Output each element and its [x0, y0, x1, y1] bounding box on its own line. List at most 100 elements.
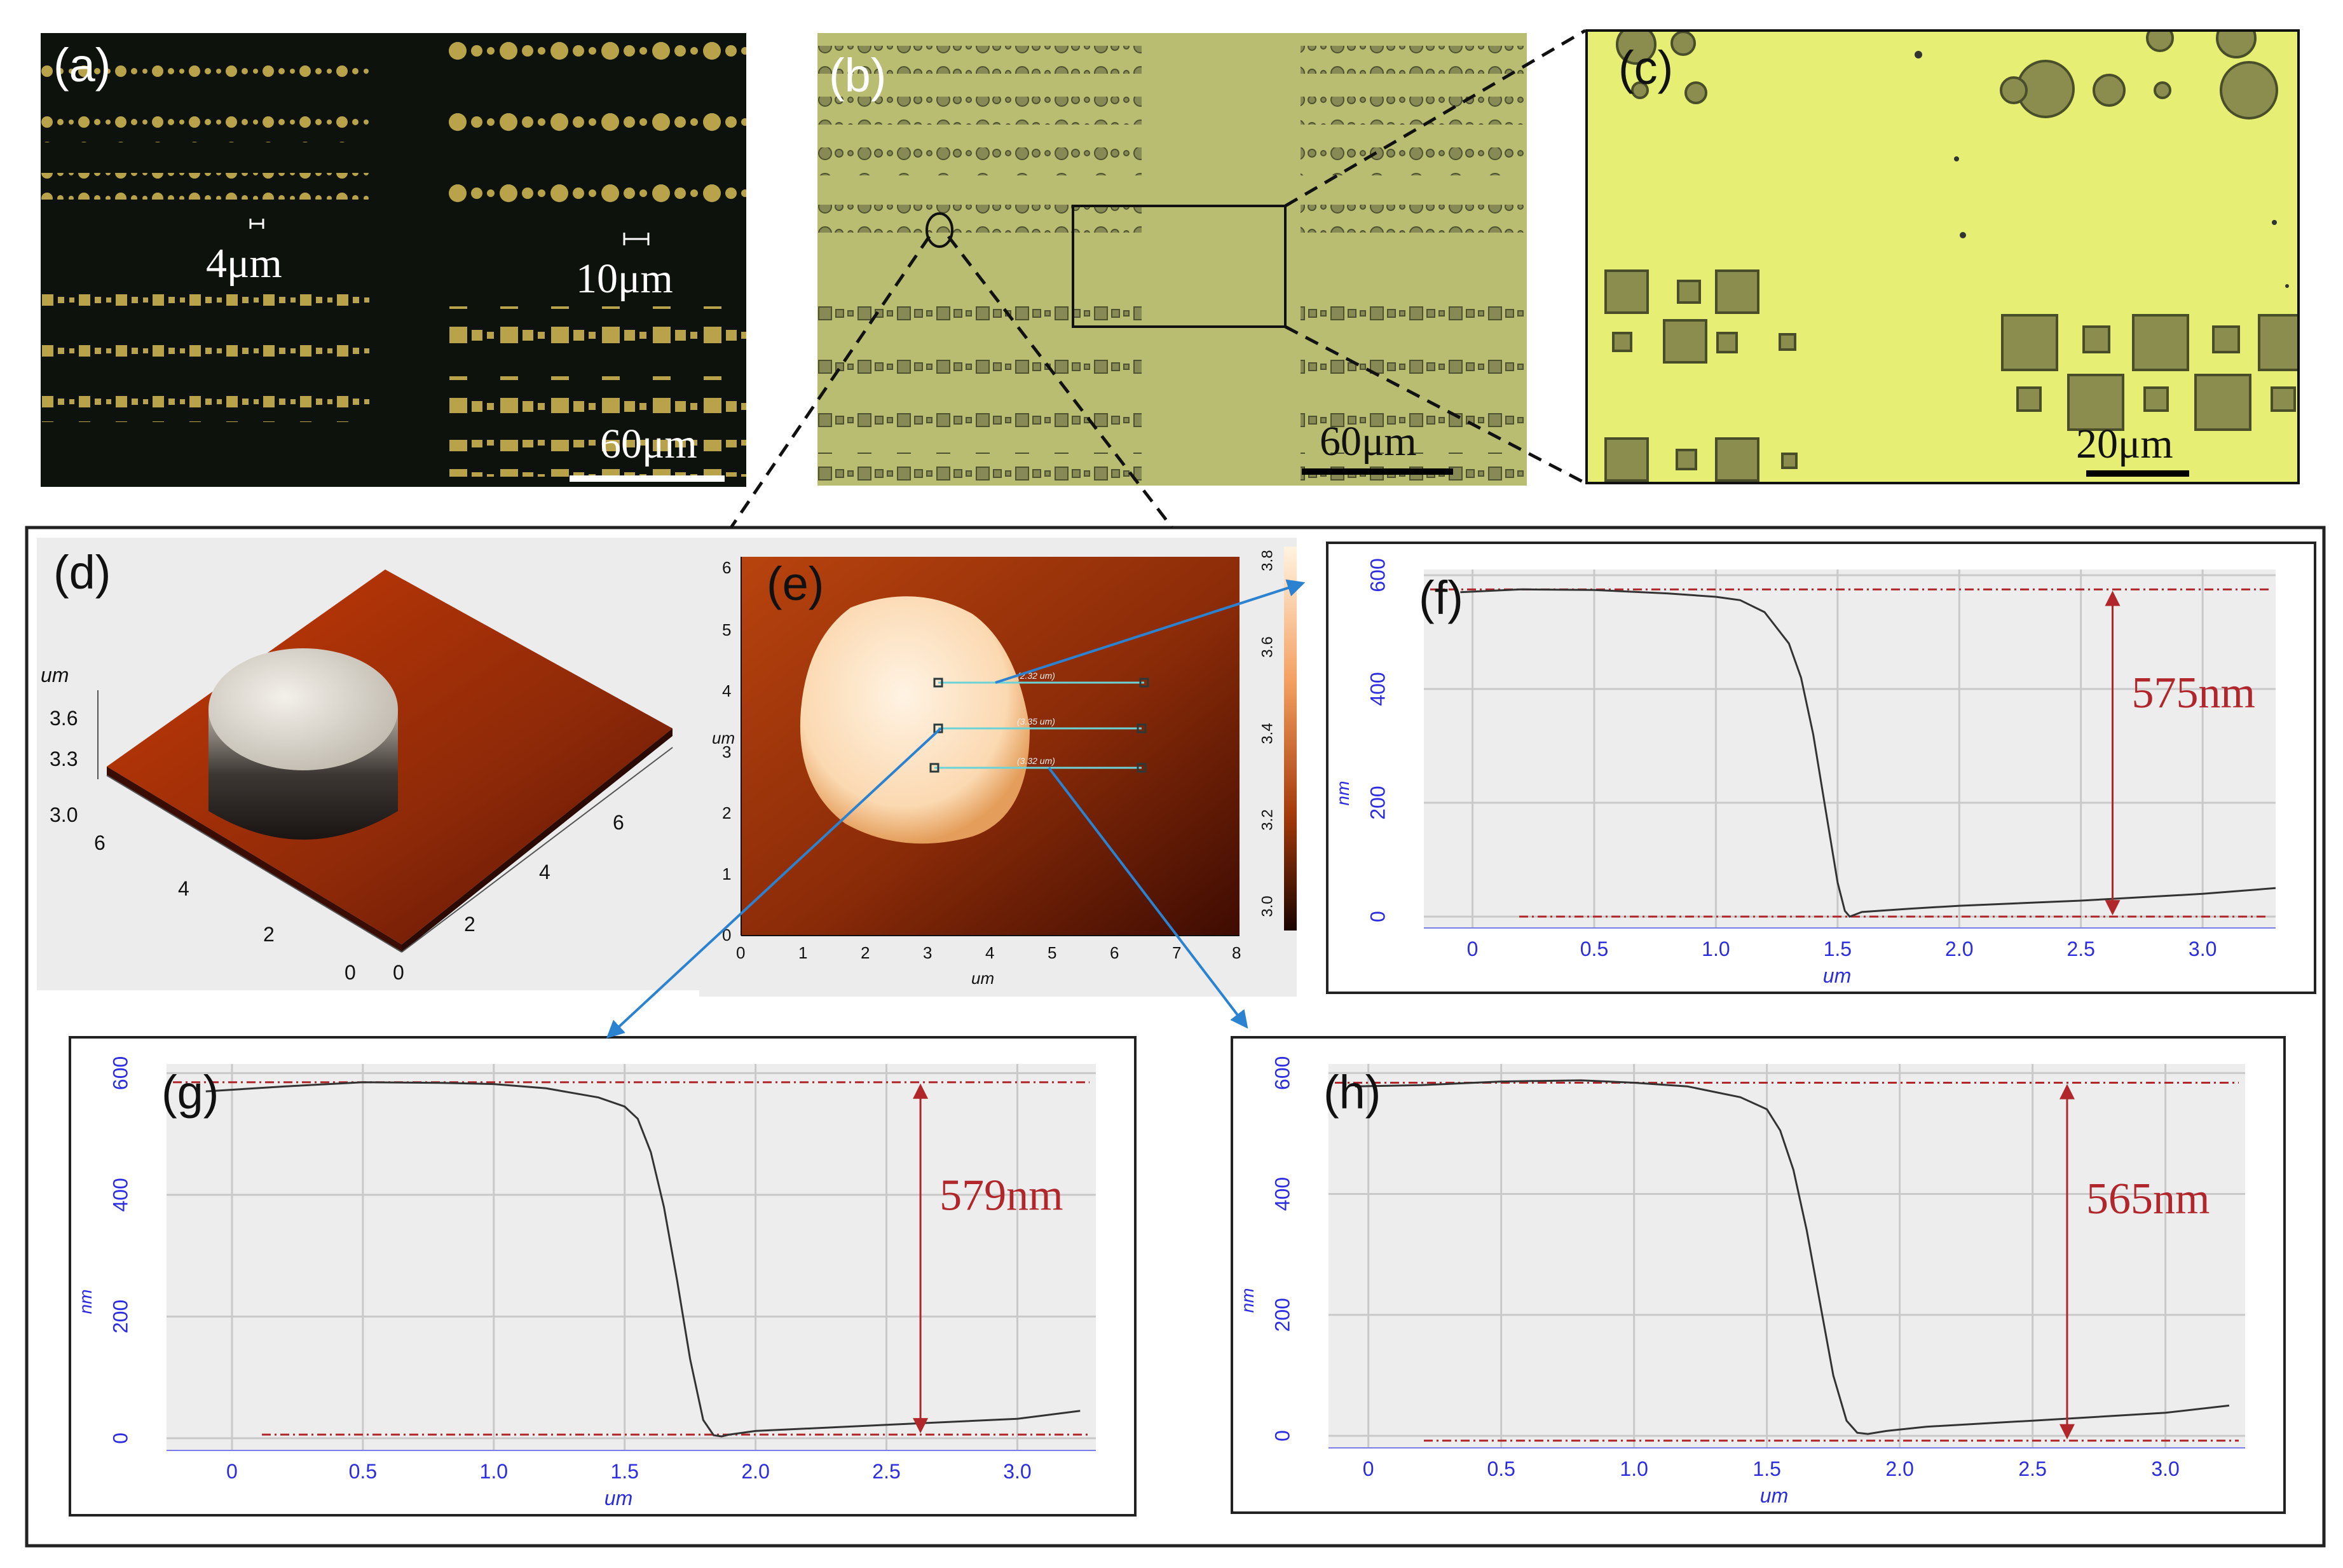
x-tick-label: 3.0	[2151, 1457, 2179, 1480]
profile-chart-h: 0 0.5 1.0 1.5 2.0 2.5 3.0 0 200 400 600 um nm 565nm (h…	[1238, 1056, 2245, 1507]
zoom-line-b-e-right	[947, 235, 1173, 529]
x-tick-label: 2.0	[1945, 937, 1973, 960]
y-tick: 0	[345, 961, 356, 984]
panel-label: (g)	[161, 1066, 219, 1119]
colorbar-tick: 3.0	[1259, 896, 1276, 917]
scale-bar-label: 60μm	[1320, 418, 1417, 465]
x-axis-label: um	[1760, 1484, 1788, 1507]
panel-label: (f)	[1419, 571, 1463, 624]
panel-d-label: (d)	[53, 546, 111, 599]
y-tick: 5	[722, 620, 732, 639]
panel-c: (c) 20μm	[1585, 29, 2300, 484]
y-tick: 6	[94, 831, 106, 854]
height-annotation: 575nm	[2131, 669, 2255, 718]
panel-a-label: (a)	[53, 39, 111, 92]
colorbar-tick: 3.8	[1259, 550, 1276, 571]
height-arrow-head-bottom	[2105, 900, 2121, 916]
y-tick: 6	[722, 558, 732, 577]
lower-frame	[25, 526, 2326, 1548]
x-tick-label: 0	[1363, 1457, 1374, 1480]
panel-b: (b) 60μm	[817, 33, 1527, 486]
panel-c-label: (c)	[1618, 41, 1674, 94]
x-tick: 6	[1110, 943, 1119, 962]
x-tick: 1	[798, 943, 808, 962]
height-arrow-head-top	[2059, 1084, 2075, 1100]
profile-tag: (2.32 um)	[1017, 671, 1055, 681]
x-tick-label: 3.0	[2189, 937, 2217, 960]
height-arrow-head-bottom	[913, 1418, 929, 1434]
x-tick: 0	[393, 961, 404, 984]
scale-bar-label: 60μm	[600, 421, 697, 467]
selection-rectangle	[1072, 205, 1287, 328]
x-tick-label: 0.5	[349, 1460, 377, 1483]
y-tick: 1	[722, 864, 732, 883]
panel-a: (a) 4μm 10μm 60μm	[41, 33, 746, 487]
profile-chart-g: 0 0.5 1.0 1.5 2.0 2.5 3.0 0 200 400 600 um nm 579nm (g…	[76, 1056, 1096, 1510]
x-tick: 4	[539, 861, 550, 883]
panel-d-render	[97, 569, 673, 953]
x-tick: 4	[985, 943, 995, 962]
height-annotation: 579nm	[939, 1171, 1063, 1220]
y-tick-label: 200	[1271, 1298, 1294, 1332]
x-tick-label: 1.0	[1702, 937, 1730, 960]
profile-chart-f: 0 0.5 1.0 1.5 2.0 2.5 3.0 0 200 400 600 um nm 575nm (f…	[1333, 558, 2276, 987]
colorbar-tick: 3.6	[1259, 636, 1276, 658]
panel-c-pattern	[1604, 32, 2297, 482]
zoom-line-b-c-bottom	[1284, 325, 1587, 485]
panel-e: (e) (2.32 um) (3.35 um) (3.32 um) 0 1 2 …	[699, 538, 1297, 997]
panel-a-pattern	[41, 36, 746, 482]
y-tick: 4	[722, 681, 732, 700]
profile-tag: (3.35 um)	[1017, 716, 1055, 726]
x-tick: 8	[1232, 943, 1241, 962]
x-tick-label: 2.0	[1885, 1457, 1913, 1480]
z-tick: 3.6	[50, 707, 78, 730]
y-tick-label: 600	[1366, 558, 1389, 592]
y-tick: 4	[178, 877, 189, 900]
height-arrow-head-top	[2105, 590, 2121, 606]
x-tick: 7	[1172, 943, 1182, 962]
x-tick-label: 2.5	[2066, 937, 2094, 960]
x-axis-label: um	[605, 1487, 632, 1510]
x-tick-label: 0.5	[1487, 1457, 1515, 1480]
y-tick-label: 200	[109, 1300, 132, 1333]
x-tick: 0	[736, 943, 746, 962]
y-axis-label: nm	[1238, 1288, 1257, 1313]
colorbar	[1284, 547, 1297, 931]
selection-ellipse	[926, 212, 953, 248]
measure-mark-10um	[623, 233, 650, 245]
height-arrow-head-top	[913, 1083, 929, 1099]
y-tick-label: 200	[1366, 786, 1389, 819]
zoom-line-b-c-top	[1284, 29, 1587, 208]
panel-e-label: (e)	[767, 557, 824, 610]
scale-bar-line	[1302, 468, 1453, 475]
x-tick-label: 1.0	[480, 1460, 508, 1483]
x-tick: 6	[613, 811, 624, 834]
panel-f: 0 0.5 1.0 1.5 2.0 2.5 3.0 0 200 400 600 um nm 575nm (f…	[1326, 542, 2316, 994]
y-tick-label: 400	[1366, 672, 1389, 706]
y-tick-label: 0	[1271, 1430, 1294, 1442]
x-tick-label: 1.5	[610, 1460, 638, 1483]
panel-h: 0 0.5 1.0 1.5 2.0 2.5 3.0 0 200 400 600 um nm 565nm (h…	[1231, 1036, 2286, 1514]
scale-bar-label: 20μm	[2076, 421, 2173, 467]
plot-area	[1424, 569, 2276, 928]
x-tick: 5	[1048, 943, 1057, 962]
y-tick: 2	[263, 923, 275, 946]
x-tick-label: 0	[226, 1460, 238, 1483]
profile-series	[1355, 1079, 2230, 1435]
y-tick-label: 600	[1271, 1056, 1294, 1090]
measure-mark-4um	[249, 219, 264, 229]
y-tick: 0	[722, 925, 732, 944]
y-axis-label: nm	[76, 1290, 95, 1314]
colorbar-tick: 3.2	[1259, 809, 1276, 831]
y-tick: 2	[722, 803, 732, 822]
y-tick-label: 400	[109, 1178, 132, 1211]
y-tick-label: 0	[109, 1433, 132, 1444]
height-arrow-head-bottom	[2059, 1424, 2075, 1440]
x-tick-label: 1.5	[1752, 1457, 1780, 1480]
scale-bar-line	[2086, 470, 2189, 477]
panel-label: (h)	[1323, 1066, 1381, 1119]
panel-g: 0 0.5 1.0 1.5 2.0 2.5 3.0 0 200 400 600 um nm 579nm (g…	[69, 1036, 1137, 1517]
x-tick-label: 2.5	[872, 1460, 900, 1483]
x-axis-label: um	[971, 969, 995, 988]
z-tick: 3.3	[50, 747, 78, 770]
